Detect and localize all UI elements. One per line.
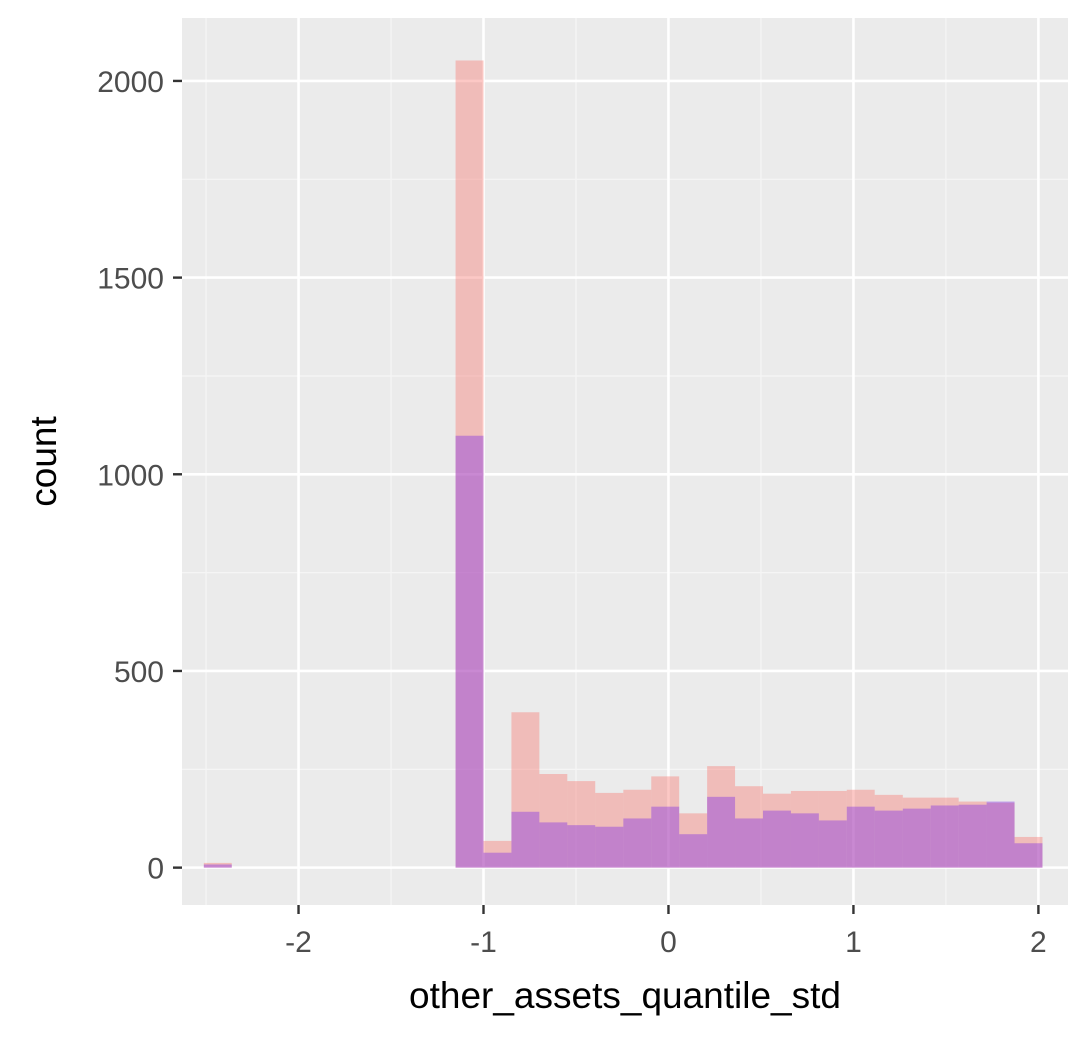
histogram-bar bbox=[986, 801, 1015, 868]
histogram-bar bbox=[623, 789, 652, 868]
histogram-bar bbox=[735, 818, 763, 868]
histogram-bar bbox=[930, 797, 959, 868]
histogram-bar bbox=[707, 796, 736, 868]
histogram-bar bbox=[679, 834, 708, 868]
histogram-bar bbox=[623, 818, 652, 868]
histogram-bar bbox=[651, 776, 680, 868]
histogram-bar bbox=[818, 820, 847, 868]
histogram-bar bbox=[1014, 836, 1043, 868]
histogram-bar bbox=[455, 435, 484, 868]
histogram-bar bbox=[539, 822, 568, 868]
histogram-bar bbox=[567, 825, 596, 868]
histogram-bar bbox=[958, 801, 987, 868]
histogram-bar bbox=[874, 794, 903, 868]
histogram-bar bbox=[735, 786, 763, 868]
histogram-bar bbox=[902, 797, 931, 868]
y-axis-title: count bbox=[23, 416, 64, 507]
histogram-bar bbox=[707, 766, 736, 868]
major-gridlines bbox=[182, 18, 1068, 905]
axis-tick-labels: -2 -1 0 1 2 0 500 1000 1500 2000 bbox=[97, 66, 1046, 959]
histogram-bar bbox=[511, 811, 540, 868]
histogram-bar bbox=[874, 810, 903, 868]
histogram-bar bbox=[902, 808, 931, 868]
x-axis-tick-label: -2 bbox=[285, 926, 312, 959]
x-axis-title: other_assets_quantile_std bbox=[409, 975, 841, 1016]
histogram-bar bbox=[958, 804, 987, 868]
histogram-bar bbox=[790, 813, 819, 868]
histogram-bar bbox=[986, 802, 1015, 868]
x-axis-tick-label: 0 bbox=[660, 926, 677, 959]
histogram-bar bbox=[762, 810, 791, 868]
histogram-bar bbox=[483, 852, 512, 868]
histogram-bar bbox=[790, 790, 819, 868]
histogram-bar bbox=[930, 805, 959, 868]
y-axis-tick-label: 1500 bbox=[97, 263, 164, 296]
histogram-series-1 bbox=[203, 60, 1043, 868]
histogram-bar bbox=[511, 712, 540, 868]
y-axis-tick-label: 500 bbox=[114, 656, 164, 689]
histogram-bar bbox=[846, 806, 875, 868]
histogram-bars bbox=[203, 60, 1043, 868]
y-axis-tick-label: 0 bbox=[147, 853, 164, 886]
plot-panel bbox=[182, 18, 1068, 905]
histogram-bar bbox=[203, 862, 232, 868]
x-axis-tick-label: -1 bbox=[470, 926, 497, 959]
histogram-bar bbox=[818, 790, 847, 868]
histogram-bar bbox=[567, 781, 596, 868]
histogram-series-2 bbox=[203, 435, 1043, 868]
histogram-bar bbox=[846, 789, 875, 868]
histogram-bar bbox=[651, 806, 680, 868]
histogram-bar bbox=[595, 792, 624, 868]
x-axis-tick-label: 2 bbox=[1030, 926, 1047, 959]
y-axis-tick-label: 2000 bbox=[97, 66, 164, 99]
histogram-bar bbox=[455, 60, 484, 868]
histogram-bar bbox=[595, 826, 624, 868]
histogram-bar bbox=[203, 864, 232, 868]
axis-ticks bbox=[173, 79, 1040, 914]
y-axis-tick-label: 1000 bbox=[97, 459, 164, 492]
histogram-bar bbox=[762, 793, 791, 868]
x-axis-tick-label: 1 bbox=[845, 926, 862, 959]
histogram-bar bbox=[1014, 843, 1043, 868]
histogram-bar bbox=[539, 774, 568, 868]
histogram-bar bbox=[679, 813, 708, 868]
minor-gridlines bbox=[182, 18, 1068, 905]
histogram-bar bbox=[483, 840, 512, 868]
